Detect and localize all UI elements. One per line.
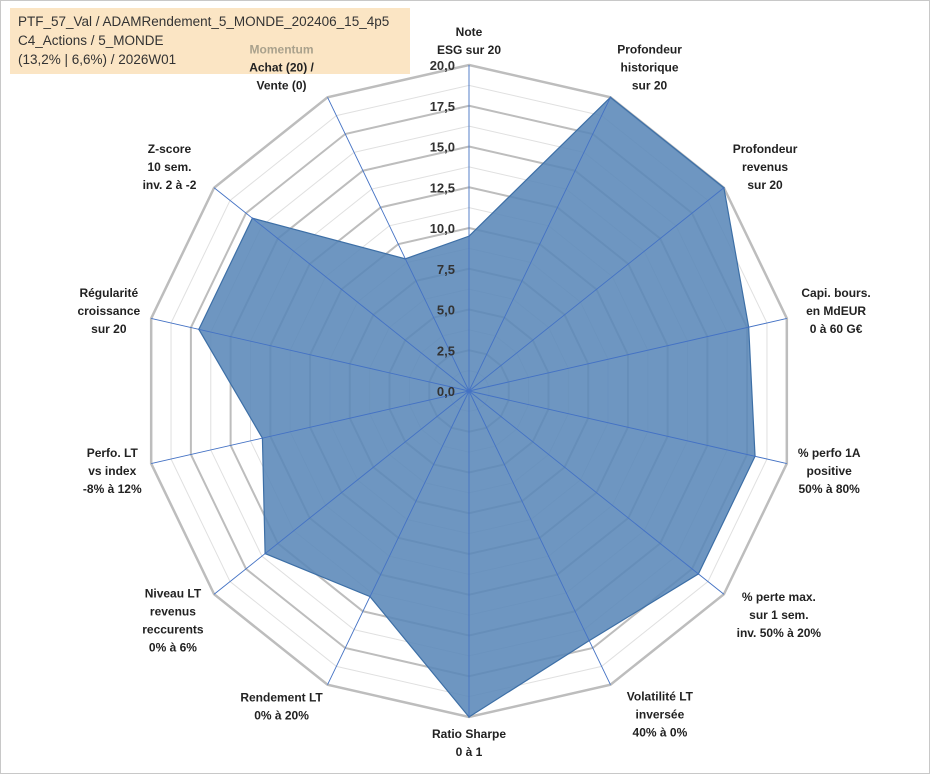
axis-label-line: Note [456,25,483,39]
axis-label-line: Rendement LT [240,690,323,704]
axis-spoke [213,187,470,392]
axis-label-line: Ratio Sharpe [432,727,506,741]
axis-label-line: historique [621,61,679,75]
axis-label-line: 0% à 20% [254,708,309,722]
axis-label: Momentum Achat (20) / Vente (0) [249,43,314,93]
tick-label: 7,5 [437,262,455,277]
axis-label-line: Régularité [79,286,138,300]
axis-label-line: reccurents [142,622,204,636]
axis-label-line: revenus [742,160,788,174]
axis-label-line: Profondeur [617,43,682,57]
axis-label-line: revenus [150,604,196,618]
axis-label: Ratio Sharpe 0 à 1 [432,727,506,759]
axis-label-line: Z-score [148,142,192,156]
axis-spoke [468,390,787,464]
tick-label: 5,0 [437,303,455,318]
axis-label-line: inv. 50% à 20% [737,626,822,640]
axis-spokes [151,65,787,717]
axis-label: Rendement LT 0% à 20% [240,690,323,722]
axis-spoke [327,390,470,685]
tick-label: 17,5 [430,99,455,114]
tick-label: 20,0 [430,58,455,73]
axis-label: Note ESG sur 20 [437,25,501,57]
axis-label: Profondeur historique sur 20 [617,43,682,93]
axis-label-line: 50% à 80% [798,482,860,496]
axis-spoke [468,97,611,392]
axis-label: Régularité croissance sur 20 [77,286,140,336]
axis-spoke [468,187,725,392]
axis-label: % perfo 1A positive 50% à 80% [798,446,861,496]
chart-title-box: PTF_57_Val / ADAMRendement_5_MONDE_20240… [10,8,410,74]
axis-label: Perfo. LT vs index -8% à 12% [83,446,142,496]
title-line-2: C4_Actions / 5_MONDE [18,33,164,48]
axis-labels: Note ESG sur 20 Profondeur historique sur 20… [77,25,870,759]
axis-spoke [327,97,470,392]
axis-label-line: 0 à 60 G€ [810,322,863,336]
axis-label: Capi. bours. en MdEUR 0 à 60 G€ [801,286,870,336]
title-line-1: PTF_57_Val / ADAMRendement_5_MONDE_20240… [18,14,390,29]
axis-label-line: Capi. bours. [801,286,870,300]
tick-labels: 0,0 2,5 5,0 7,5 10,0 12,5 15,0 17,5 20,0 [430,58,455,399]
title-line-3: (13,2% | 6,6%) / 2026W01 [18,52,177,67]
axis-label-line: % perfo 1A [798,446,861,460]
axis-label-line: sur 20 [632,79,668,93]
tick-label: 15,0 [430,140,455,155]
axis-label-line: sur 20 [747,178,783,192]
tick-label: 0,0 [437,384,455,399]
axis-label: Z-score 10 sem. inv. 2 à -2 [143,142,197,192]
axis-spoke [468,318,787,392]
axis-label-line: ESG sur 20 [437,43,501,57]
axis-label-line: 10 sem. [147,160,191,174]
axis-label: % perte max. sur 1 sem. inv. 50% à 20% [737,590,822,640]
axis-label-line: Niveau LT [145,586,202,600]
axis-label-line: inversée [636,707,685,721]
axis-label: Niveau LT revenus reccurents 0% à 6% [142,586,204,654]
axis-spoke [151,318,470,392]
axis-label-line: 0% à 6% [149,640,197,654]
axis-label: Profondeur revenus sur 20 [733,142,798,192]
axis-label-line: Volatilité LT [627,689,694,703]
axis-label-line: Profondeur [733,142,798,156]
axis-label-line: 0 à 1 [456,745,483,759]
axis-label-line: vs index [88,464,136,478]
axis-label-line: Vente (0) [257,79,307,93]
axis-label: Volatilité LT inversée 40% à 0% [627,689,694,739]
axis-label-line: 40% à 0% [633,725,688,739]
axis-label-line: Achat (20) / [249,61,314,75]
axis-label-line: sur 20 [91,322,127,336]
axis-spoke [151,390,470,464]
axis-spoke [468,390,725,595]
axis-label-line: sur 1 sem. [749,608,808,622]
axis-label-line: -8% à 12% [83,482,142,496]
axis-spoke [468,390,611,685]
axis-label-line: positive [806,464,852,478]
tick-label: 10,0 [430,221,455,236]
axis-label-line: Perfo. LT [87,446,139,460]
axis-label-line: croissance [77,304,140,318]
axis-label-line: % perte max. [742,590,816,604]
axis-label-line: Momentum [250,43,314,57]
tick-label: 12,5 [430,180,455,195]
axis-label-line: en MdEUR [806,304,866,318]
axis-spoke [213,390,470,595]
tick-label: 2,5 [437,343,455,358]
axis-label-line: inv. 2 à -2 [143,178,197,192]
